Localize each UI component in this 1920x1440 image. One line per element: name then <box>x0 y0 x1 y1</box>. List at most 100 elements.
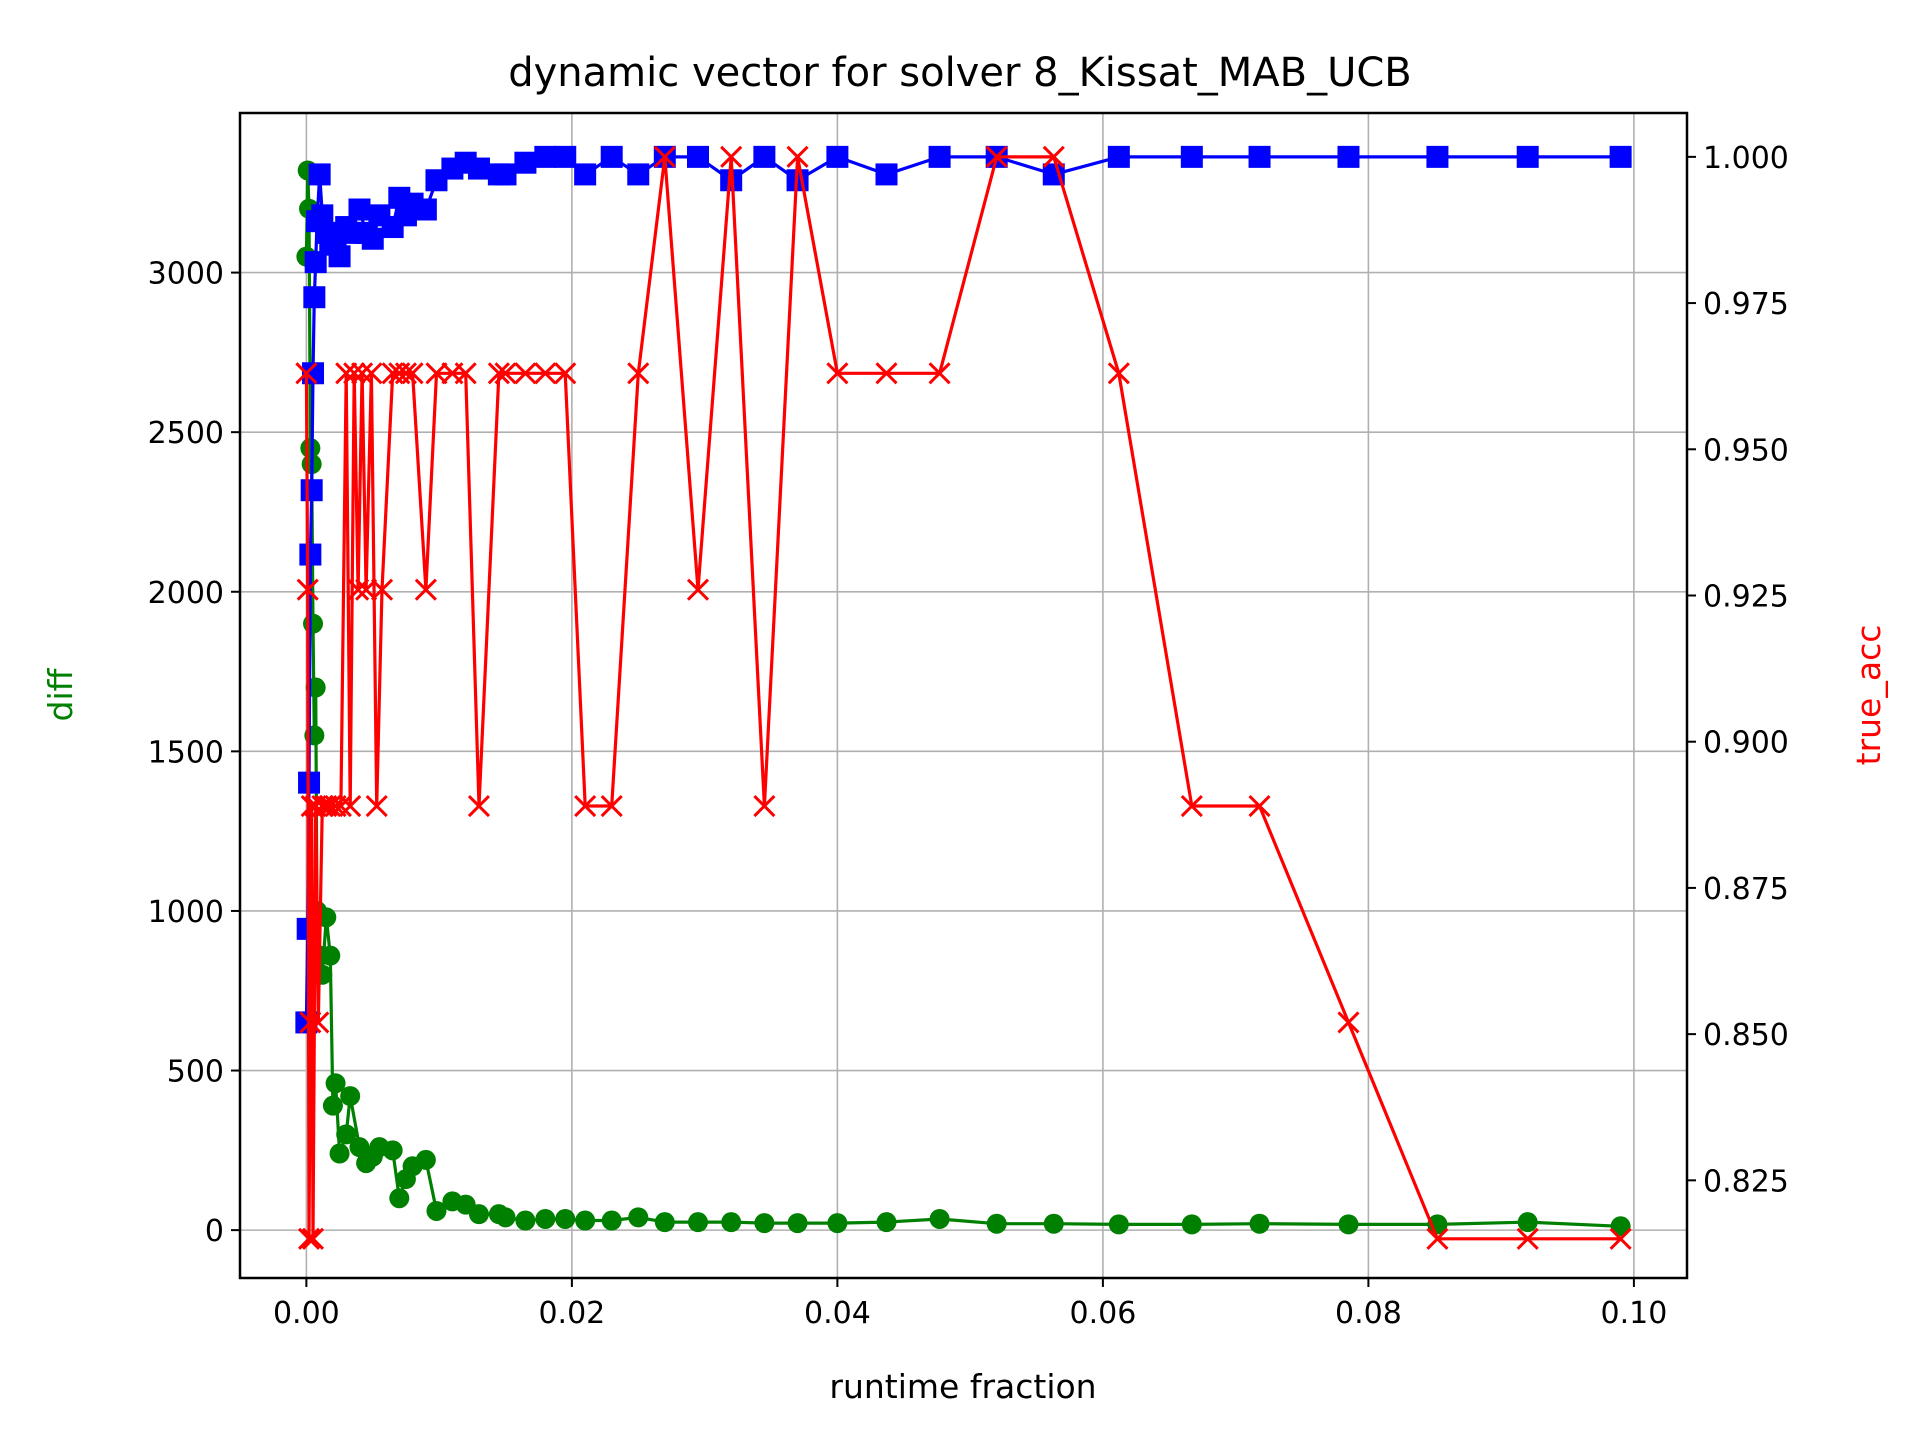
true_acc-point <box>295 362 318 385</box>
true_acc-point <box>296 578 319 601</box>
diff-point <box>721 1212 742 1233</box>
diff-point <box>575 1210 596 1231</box>
plot-frame <box>238 111 1689 1280</box>
x-tick-label: 0.00 <box>273 1296 340 1331</box>
true_acc-point <box>301 1227 325 1250</box>
true_acc-point <box>686 578 710 601</box>
true_acc-point <box>574 794 597 818</box>
true_acc-point <box>299 1011 322 1034</box>
blue_series-point <box>928 145 951 168</box>
blue_series-point <box>1516 145 1539 168</box>
y-right-tick-label: 0.875 <box>1703 872 1789 907</box>
blue_series-point <box>554 145 577 168</box>
diff-point <box>1181 1214 1202 1235</box>
blue_series-point <box>534 145 557 168</box>
diff-point <box>303 613 324 634</box>
blue_series-point <box>467 157 490 180</box>
true_acc-point <box>487 362 510 385</box>
y-axis-right-title: true_acc <box>1849 625 1888 766</box>
diff-point <box>325 1073 346 1094</box>
blue_series-point <box>1426 145 1449 168</box>
true_acc-point <box>339 794 362 818</box>
blue_series-point <box>1180 145 1203 168</box>
true_acc-point <box>1248 794 1271 818</box>
y-right-tick-label: 0.925 <box>1703 579 1789 614</box>
blue_series-point <box>348 198 371 221</box>
blue_series-point <box>1609 145 1632 168</box>
y-right-tick-label: 0.850 <box>1703 1018 1789 1053</box>
blue_series-point <box>875 163 898 186</box>
diff-point <box>515 1210 536 1231</box>
true_acc-point <box>1426 1227 1449 1250</box>
true_acc-point <box>554 362 577 385</box>
diff-point <box>322 1095 343 1116</box>
chart-title: dynamic vector for solver 8_Kissat_MAB_U… <box>508 50 1412 96</box>
true_acc-point <box>653 145 676 168</box>
blue_series-point <box>627 163 650 186</box>
true_acc-point <box>627 362 650 385</box>
true_acc-point <box>720 145 743 168</box>
true_acc-point <box>394 362 418 385</box>
blue_series-point <box>308 163 331 186</box>
true_acc-point <box>514 362 537 385</box>
diff-point <box>787 1213 808 1234</box>
y-right-tick-label: 0.975 <box>1703 287 1789 322</box>
blue_series-point <box>303 286 326 309</box>
diff-point <box>754 1213 775 1234</box>
true_acc-point <box>467 794 491 818</box>
diff-point <box>628 1207 649 1228</box>
true_acc-point <box>355 578 378 601</box>
diff-point <box>426 1200 447 1221</box>
y-left-tick-label: 0 <box>205 1214 224 1249</box>
y-left-tick-label: 1000 <box>148 895 224 930</box>
true_acc-point <box>1337 1011 1360 1034</box>
y-axis-right: 0.825 0.850 0.875 0.900 0.925 0.950 0.975 1.000 <box>1687 141 1789 1199</box>
diff-point <box>986 1213 1007 1234</box>
y-left-tick-label: 2000 <box>148 576 224 611</box>
diff-point <box>336 1124 357 1145</box>
true_acc-point <box>600 794 623 818</box>
y-left-tick-label: 3000 <box>148 257 224 292</box>
diff-point <box>1517 1212 1538 1233</box>
blue_series-point <box>304 251 327 274</box>
true_acc-point <box>985 145 1008 168</box>
true_acc-point <box>753 794 776 818</box>
diff-point <box>555 1208 576 1229</box>
x-tick-label: 0.08 <box>1335 1296 1402 1331</box>
true_acc-series <box>295 145 1632 1250</box>
true_acc-point <box>297 1227 321 1250</box>
true_acc-point <box>370 578 394 601</box>
diff-point <box>329 1143 350 1164</box>
y-left-tick-label: 1500 <box>148 735 224 770</box>
true_acc-point <box>360 362 383 385</box>
blue_series-point <box>1337 145 1360 168</box>
x-tick-label: 0.04 <box>804 1296 871 1331</box>
blue_series-point <box>753 145 776 168</box>
true_acc-point <box>1107 362 1130 385</box>
true_acc-point <box>329 794 352 818</box>
diff-point <box>654 1212 675 1233</box>
diff-point <box>495 1207 516 1228</box>
series-layer <box>295 145 1632 1250</box>
blue_series-point <box>311 204 334 227</box>
blue_series-point <box>361 227 384 250</box>
y-right-tick-label: 0.900 <box>1703 726 1789 761</box>
y-right-tick-label: 0.950 <box>1703 433 1789 468</box>
y-right-tick-label: 0.825 <box>1703 1164 1789 1199</box>
x-tick-label: 0.10 <box>1601 1296 1668 1331</box>
blue_series-point <box>574 163 597 186</box>
true_acc-point <box>1516 1227 1539 1250</box>
true_acc-point <box>425 362 448 385</box>
diff-point <box>1043 1213 1064 1234</box>
blue_series-point <box>686 145 709 168</box>
blue_series-point <box>299 543 322 566</box>
true_acc-point <box>401 362 424 385</box>
grid <box>240 113 1687 1278</box>
true_acc-point <box>307 1011 330 1034</box>
y-right-tick-label: 1.000 <box>1703 141 1789 176</box>
true_acc-point <box>365 794 388 818</box>
diff-point <box>340 1086 361 1107</box>
x-axis: 0.00 0.02 0.04 0.06 0.08 0.10 <box>273 1278 1667 1331</box>
diff-point <box>1610 1216 1631 1237</box>
